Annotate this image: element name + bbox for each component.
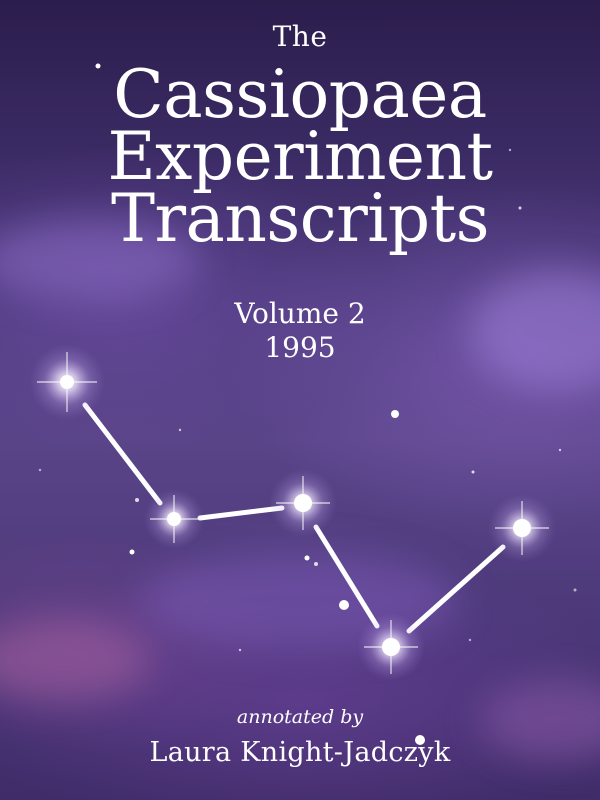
title-prefix: The — [272, 20, 328, 53]
author-name: Laura Knight-Jadczyk — [149, 737, 451, 768]
constellation-stars — [29, 344, 556, 681]
constellation-line-4 — [406, 544, 506, 634]
constellation-line-3 — [313, 524, 380, 629]
title-line-2: Experiment — [107, 118, 493, 195]
title-line-1: Cassiopaea — [113, 56, 487, 133]
constellation-line-2 — [197, 505, 285, 521]
volume-label: Volume 2 — [234, 297, 366, 330]
book-title: Cassiopaea Experiment Transcripts — [0, 56, 600, 257]
constellation-lines — [82, 402, 506, 634]
star-4 — [357, 613, 425, 681]
title-line-3: Transcripts — [110, 180, 490, 257]
star-3 — [269, 469, 337, 537]
annotated-by-label: annotated by — [236, 706, 364, 728]
year-label: 1995 — [264, 331, 336, 364]
star-5 — [488, 494, 556, 562]
background-stars — [38, 63, 577, 745]
star-2 — [144, 489, 204, 549]
constellation-line-1 — [82, 402, 163, 506]
nebula-clouds — [0, 220, 600, 760]
star-1 — [29, 344, 105, 420]
